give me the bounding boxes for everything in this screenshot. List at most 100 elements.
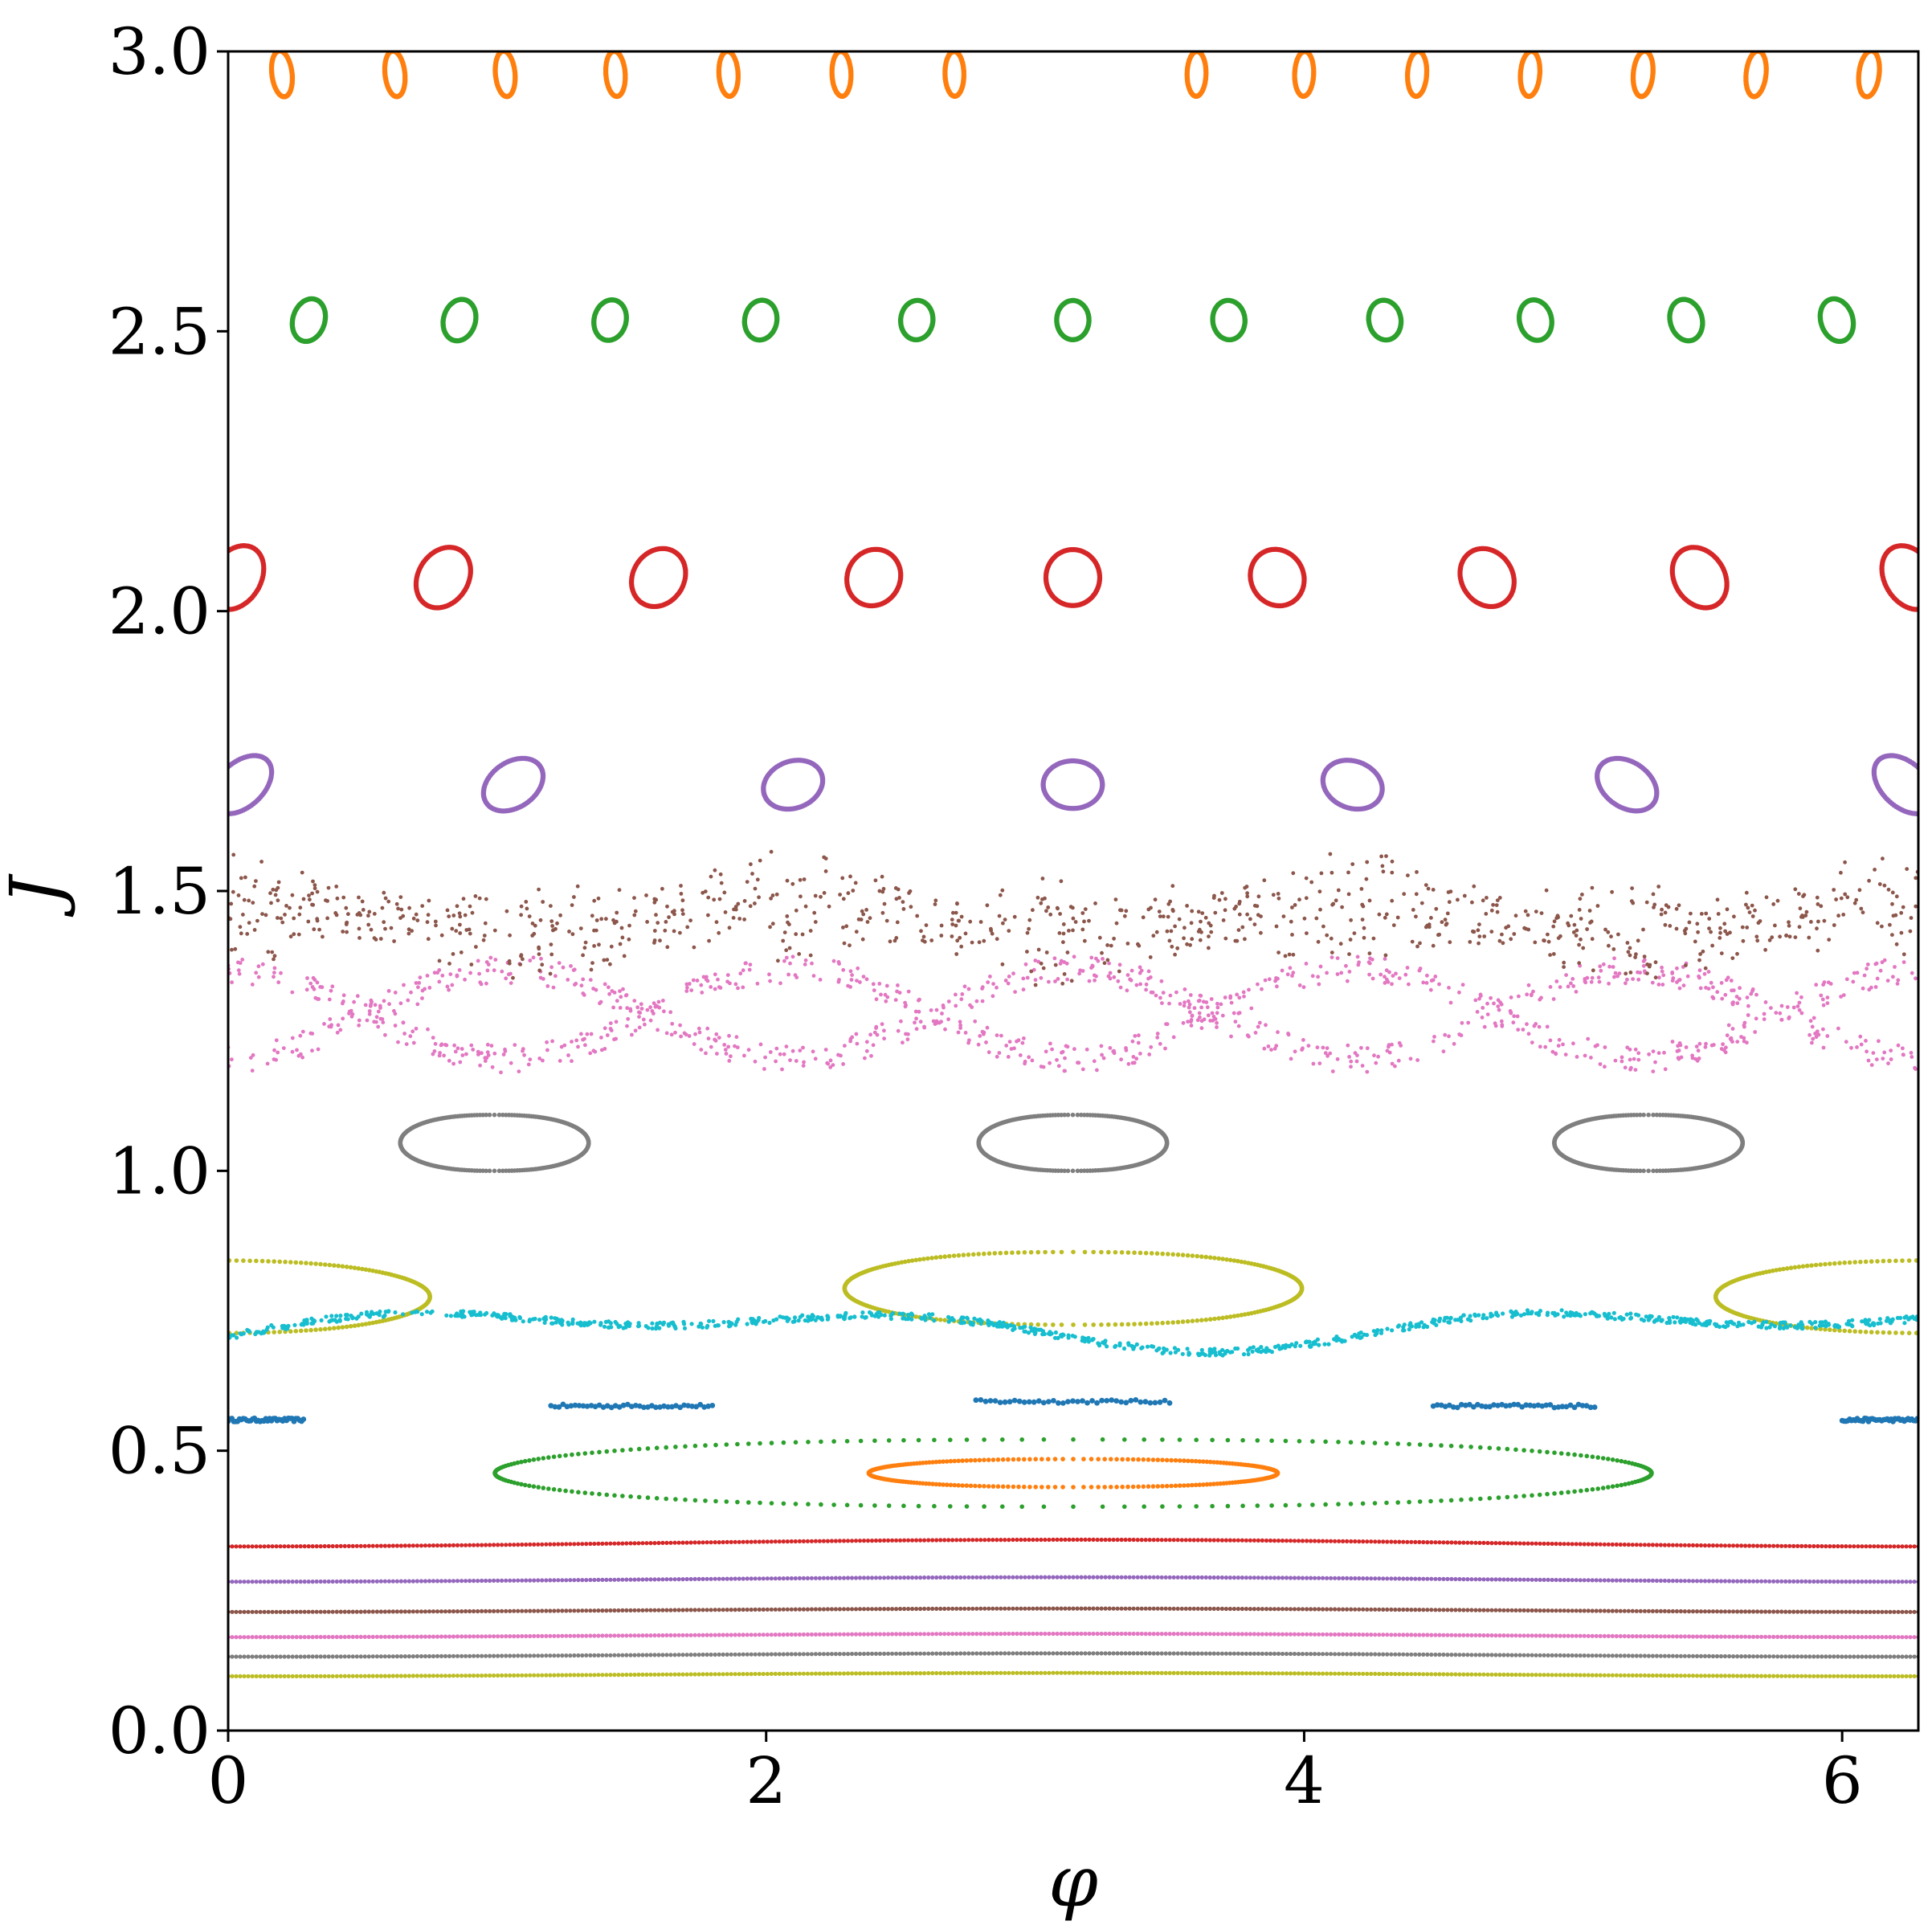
orbit-line-point: [1381, 1607, 1386, 1612]
orbit-line-point: [632, 1541, 637, 1546]
island-point: [1637, 1112, 1643, 1118]
orbit-line-point: [314, 1579, 319, 1584]
orbit-line-point: [310, 1580, 315, 1584]
orbit-line-point: [604, 1673, 609, 1678]
island-point: [120, 1330, 125, 1334]
island-point: [3, 1274, 8, 1279]
orbit-line-point: [480, 1653, 484, 1658]
orbit-line-point: [1300, 1632, 1305, 1637]
island-point: [925, 1256, 930, 1261]
orbit-line-point: [1119, 1631, 1124, 1637]
orbit-line-point: [378, 1543, 383, 1548]
orbit-line-point: [1389, 1576, 1394, 1581]
orbit-line-point: [797, 1607, 803, 1612]
orbit-line-point: [1654, 1673, 1659, 1678]
orbit-line-point: [1099, 1575, 1104, 1580]
orbit-line-point: [1300, 1652, 1305, 1657]
orbit-line-point: [1666, 1543, 1671, 1547]
orbit-line-point: [492, 1578, 496, 1583]
orbit-line-point: [580, 1578, 585, 1583]
orbit-line-point: [1139, 1606, 1144, 1611]
orbit-line-point: [1638, 1543, 1643, 1547]
orbit-line-point: [540, 1608, 545, 1613]
orbit-line-point: [1409, 1608, 1414, 1612]
orbit-line-point: [496, 1608, 500, 1613]
orbit-line-point: [1127, 1606, 1132, 1611]
orbit-line-point: [1509, 1577, 1514, 1582]
orbit-line-point: [781, 1671, 786, 1676]
orbit-line-point: [793, 1652, 798, 1657]
orbit-line-point: [1735, 1654, 1740, 1659]
orbit-line-point: [1421, 1652, 1426, 1657]
island-point: [1182, 1458, 1187, 1463]
orbit-line-point: [1071, 1537, 1076, 1542]
orbit-line-point: [258, 1654, 263, 1659]
small-island-point: [214, 807, 219, 811]
orbit-line-point: [1325, 1671, 1330, 1676]
orbit-line-point: [640, 1541, 645, 1546]
island-point: [964, 1437, 970, 1442]
orbit-line-point: [664, 1672, 669, 1677]
orbit-line-point: [934, 1538, 939, 1543]
island-point: [781, 1501, 786, 1506]
orbit-line-point: [1779, 1579, 1784, 1584]
orbit-line-point: [1530, 1653, 1534, 1657]
orbit-line-point: [745, 1633, 750, 1637]
orbit-line-point: [402, 1634, 407, 1639]
orbit-line-point: [1686, 1634, 1692, 1639]
orbit-line-point: [1759, 1654, 1764, 1659]
orbit-line-point: [1365, 1671, 1370, 1676]
data-layer: [0, 51, 1918, 1678]
orbit-line-point: [230, 1544, 235, 1549]
orbit-line-point: [1509, 1608, 1514, 1612]
orbit-line-point: [1658, 1608, 1663, 1613]
island-point: [1060, 1457, 1065, 1461]
orbit-line-point: [1747, 1543, 1752, 1548]
orbit-line-point: [1727, 1674, 1732, 1678]
orbit-line-point: [1397, 1652, 1402, 1657]
orbit-line-point: [1654, 1653, 1659, 1658]
orbit-line-point: [1325, 1607, 1330, 1612]
island-point: [144, 1259, 149, 1264]
orbit-line-point: [894, 1671, 899, 1676]
island-point: [1186, 1458, 1191, 1464]
orbit-line-point: [1779, 1609, 1784, 1614]
orbit-line-point: [753, 1576, 758, 1581]
orbit-line-point: [1317, 1539, 1321, 1543]
orbit-line-point: [346, 1609, 351, 1614]
orbit-line-point: [394, 1634, 399, 1639]
orbit-line-point: [1252, 1651, 1256, 1656]
island-point: [46, 1323, 51, 1328]
orbit-line-point: [488, 1634, 492, 1639]
orbit-line-point: [620, 1541, 625, 1546]
orbit-line-point: [1393, 1633, 1398, 1637]
orbit-line-point: [1047, 1651, 1052, 1656]
orbit-line-point: [660, 1653, 665, 1657]
orbit-line-point: [865, 1607, 871, 1612]
orbit-line-point: [1167, 1632, 1172, 1637]
orbit-line-point: [938, 1606, 943, 1611]
island-point: [1015, 1250, 1021, 1255]
orbit-line-point: [1868, 1674, 1873, 1678]
orbit-line-point: [781, 1633, 786, 1637]
orbit-line-point: [898, 1671, 903, 1676]
orbit-line-point: [1441, 1652, 1446, 1657]
orbit-line-point: [785, 1671, 790, 1676]
orbit-line-point: [1803, 1654, 1808, 1659]
small-island-point: [213, 806, 218, 811]
orbit-line-point: [472, 1579, 476, 1584]
orbit-line-point: [954, 1575, 959, 1580]
island-point: [1360, 1501, 1366, 1506]
orbit-line-point: [1828, 1609, 1832, 1614]
orbit-line-point: [354, 1634, 359, 1639]
orbit-line-point: [688, 1653, 693, 1657]
orbit-line-point: [890, 1651, 895, 1656]
orbit-line-point: [1658, 1578, 1663, 1584]
island-point: [0, 1314, 3, 1318]
orbit-line-point: [1353, 1652, 1358, 1657]
orbit-line-point: [406, 1654, 411, 1659]
orbit-line-point: [701, 1633, 705, 1637]
orbit-line-point: [1550, 1577, 1554, 1583]
orbit-line-point: [524, 1633, 529, 1639]
orbit-line-point: [882, 1671, 887, 1676]
